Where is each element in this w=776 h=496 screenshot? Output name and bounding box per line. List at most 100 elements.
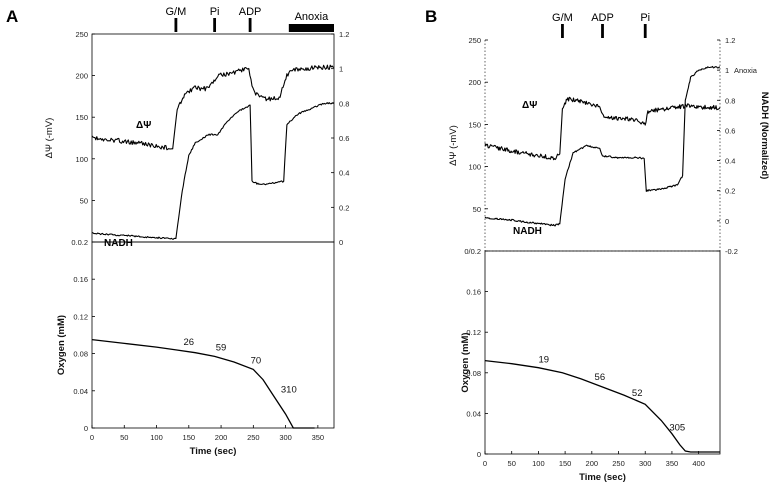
bottom-y-tick-label: 0.04 xyxy=(466,409,481,418)
series-label-delta-psi: ΔΨ xyxy=(136,120,151,131)
top-left-tick-label: 150 xyxy=(75,113,88,122)
event-label: Pi xyxy=(640,12,650,24)
series-label-delta-psi: ΔΨ xyxy=(522,100,537,111)
rate-annotation: 52 xyxy=(632,388,643,399)
top-right-ylabel: NADH (Normalized) xyxy=(759,92,770,180)
panel-letter: B xyxy=(425,7,437,26)
bottom-y-tick-label: 0.16 xyxy=(73,275,88,284)
event-marker xyxy=(213,18,217,32)
top-right-tick-label: 0 xyxy=(339,238,343,247)
trace-nadh xyxy=(484,65,720,227)
bottom-y-tick-label: 0 xyxy=(84,424,88,433)
rate-annotation: 59 xyxy=(216,343,227,354)
oxygen-trace xyxy=(484,359,720,453)
top-right-tick-label: 0.4 xyxy=(725,157,735,166)
top-right-tick-label: 0.4 xyxy=(339,169,349,178)
event-marker xyxy=(643,24,647,38)
x-axis-label: Time (sec) xyxy=(579,472,626,483)
trace-delta-psi xyxy=(91,64,335,151)
x-tick-label: 300 xyxy=(639,459,652,468)
x-tick-label: 350 xyxy=(666,459,679,468)
x-tick-label: 300 xyxy=(279,433,292,442)
x-tick-label: 250 xyxy=(612,459,625,468)
bottom-y-tick-label: 0.08 xyxy=(466,369,481,378)
event-marker xyxy=(561,24,564,38)
top-left-tick-label: 100 xyxy=(75,155,88,164)
x-axis-label: Time (sec) xyxy=(190,446,237,457)
top-left-tick-label: 0.0.2 xyxy=(71,238,88,247)
bottom-y-tick-label: 0.16 xyxy=(466,288,481,297)
x-tick-label: 100 xyxy=(532,459,545,468)
x-tick-label: 100 xyxy=(150,433,163,442)
top-left-tick-label: 250 xyxy=(75,30,88,39)
bottom-frame xyxy=(91,241,335,429)
x-tick-label: 50 xyxy=(508,459,516,468)
top-right-tick-label: 0.6 xyxy=(339,134,349,143)
top-right-tick-label: 1.2 xyxy=(725,36,735,45)
oxygen-trace xyxy=(91,338,315,429)
top-left-tick-label: 200 xyxy=(75,72,88,81)
x-tick-label: 350 xyxy=(312,433,325,442)
x-tick-label: 150 xyxy=(559,459,572,468)
event-label: ADP xyxy=(239,6,262,18)
panel-letter: A xyxy=(6,7,18,26)
bottom-y-tick-label: 0.08 xyxy=(73,350,88,359)
top-right-tick-label: 1 xyxy=(339,65,343,74)
top-right-tick-label: 0.6 xyxy=(725,126,735,135)
rate-annotation: 70 xyxy=(251,356,262,367)
event-label: ADP xyxy=(591,12,614,24)
top-right-tick-label: 0.2 xyxy=(339,203,349,212)
top-right-tick-label: 0.2 xyxy=(725,187,735,196)
top-right-tick-label: 1 xyxy=(725,66,729,75)
bottom-y-tick-label: 0.04 xyxy=(73,387,88,396)
top-right-tick-label: 0.8 xyxy=(725,96,735,105)
anoxia-bar xyxy=(288,24,334,32)
top-right-tick-label: 0 xyxy=(725,217,729,226)
event-label: G/M xyxy=(166,6,187,18)
event-label: Pi xyxy=(210,6,220,18)
x-tick-label: 250 xyxy=(247,433,260,442)
top-left-tick-label: 150 xyxy=(468,120,481,129)
trace-nadh xyxy=(91,102,335,240)
bottom-ylabel: Oxygen (mM) xyxy=(56,315,67,375)
rate-annotation: 305 xyxy=(669,423,685,434)
rate-annotation: 310 xyxy=(281,384,297,395)
anoxia-side-label: Anoxia xyxy=(734,66,758,75)
bottom-y-tick-label: 0.12 xyxy=(466,328,481,337)
bottom-ylabel: Oxygen (mM) xyxy=(460,332,471,392)
top-left-tick-label: 250 xyxy=(468,36,481,45)
top-left-tick-label: 200 xyxy=(468,78,481,87)
bottom-frame xyxy=(484,250,721,455)
top-left-ylabel: ΔΨ (-mV) xyxy=(44,118,55,159)
event-label: G/M xyxy=(552,12,573,24)
top-left-tick-label: 100 xyxy=(468,163,481,172)
top-left-ylabel: ΔΨ (-mV) xyxy=(448,125,459,166)
x-tick-label: 150 xyxy=(183,433,196,442)
series-label-nadh: NADH xyxy=(513,226,542,237)
event-marker xyxy=(248,18,252,32)
rate-annotation: 56 xyxy=(595,372,606,383)
x-tick-label: 50 xyxy=(120,433,128,442)
event-label: Anoxia xyxy=(295,11,330,23)
top-right-tick-label: 1.2 xyxy=(339,30,349,39)
top-left-tick-label: 50 xyxy=(473,205,481,214)
event-marker xyxy=(174,18,178,32)
top-left-tick-label: 50 xyxy=(80,196,88,205)
panel-b: B 0/0.2 50 100 150 200 250 -0.2 0 0.2 0.4 0.6 0.8 1 1.… xyxy=(425,7,770,483)
top-right-tick-label: -0.2 xyxy=(725,247,738,256)
x-tick-label: 0 xyxy=(483,459,487,468)
x-tick-label: 200 xyxy=(215,433,228,442)
rate-annotation: 19 xyxy=(538,355,549,366)
top-left-tick-label: 0/0.2 xyxy=(464,247,481,256)
bottom-y-tick-label: 0.12 xyxy=(73,312,88,321)
x-tick-label: 200 xyxy=(586,459,599,468)
top-right-tick-label: 0.8 xyxy=(339,99,349,108)
rate-annotation: 26 xyxy=(184,337,195,348)
event-marker xyxy=(601,24,604,38)
x-tick-label: 0 xyxy=(90,433,94,442)
panel-a: A 0.0.2 50 100 150 200 250 0 0.2 0.4 0.6 0.8 1 1.2 ΔΨ … xyxy=(6,6,349,457)
bottom-y-tick-label: 0 xyxy=(477,450,481,459)
top-frame xyxy=(91,33,335,243)
trace-delta-psi xyxy=(484,96,721,161)
